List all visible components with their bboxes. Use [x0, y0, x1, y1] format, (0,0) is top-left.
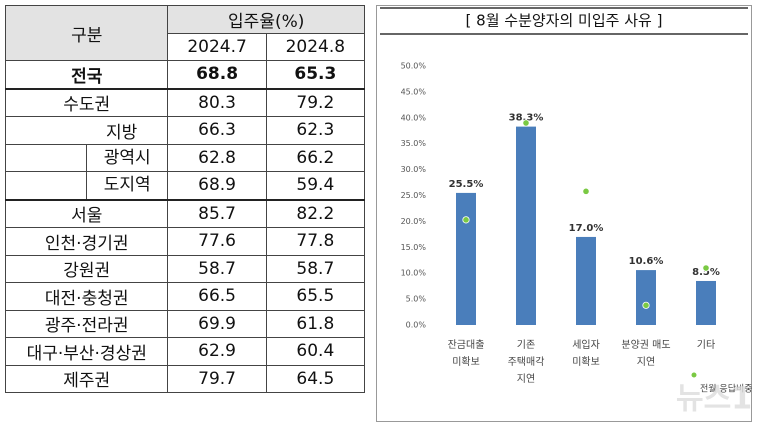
- header-title: 구분: [4, 5, 169, 61]
- y-tick-label: 35.0%: [401, 139, 427, 148]
- x-tick-label: 기존 주택매각 지연: [507, 340, 545, 385]
- cell: 62.8: [167, 143, 267, 172]
- y-tick-label: 40.0%: [401, 113, 427, 122]
- y-tick-label: 20.0%: [401, 217, 427, 226]
- header-group: 입주율(%): [167, 5, 365, 34]
- cell: 58.7: [265, 254, 366, 283]
- marker: [702, 264, 710, 272]
- cell: 64.5: [265, 364, 366, 393]
- cell: 62.3: [265, 116, 366, 145]
- cell: 66.5: [167, 282, 267, 311]
- row-label: 도지역: [86, 172, 167, 199]
- header-col: 2024.8: [265, 32, 366, 61]
- cell: 68.8: [167, 60, 267, 90]
- bar: [696, 280, 716, 325]
- bar: [516, 126, 536, 325]
- legend-label: 전월 응답비중: [700, 383, 752, 395]
- cell: 80.3: [167, 88, 267, 117]
- cell: 60.4: [265, 337, 366, 366]
- y-tick-label: 10.0%: [401, 269, 427, 278]
- cell: 85.7: [167, 198, 267, 228]
- y-tick-label: 25.0%: [401, 191, 427, 200]
- value-label: 17.0%: [569, 223, 604, 234]
- row-label: 광역시: [86, 144, 167, 171]
- y-tick-label: 45.0%: [401, 87, 427, 96]
- row-label: 강원권: [4, 254, 169, 283]
- marker: [462, 216, 470, 224]
- marker: [642, 301, 650, 309]
- header-col: 2024.7: [167, 32, 267, 61]
- y-tick-label: 0.0%: [406, 321, 427, 330]
- row-label: 인천·경기권: [4, 227, 169, 256]
- value-label: 8.5%: [692, 267, 720, 278]
- cell: 79.7: [167, 364, 267, 393]
- x-tick-label: 세입자 미확보: [572, 340, 600, 368]
- cell: 65.5: [265, 282, 366, 311]
- cell: 59.4: [265, 171, 366, 200]
- bar: [456, 192, 476, 325]
- legend-marker: [691, 372, 697, 378]
- marker: [582, 187, 590, 195]
- row-label: 제주권: [4, 364, 169, 393]
- cell: 77.8: [265, 227, 366, 256]
- cell: 68.9: [167, 171, 267, 200]
- value-label: 25.5%: [449, 179, 484, 190]
- cell: 65.3: [265, 60, 366, 90]
- bar: [636, 270, 656, 325]
- row-label: 수도권: [4, 88, 169, 117]
- row-label: 광주·전라권: [4, 309, 169, 338]
- chart-frame: [376, 5, 752, 422]
- cell: 66.2: [265, 143, 366, 172]
- row-label-cell: 광역시: [4, 143, 169, 172]
- row-label: 대구·부산·경상권: [4, 337, 169, 366]
- x-tick-label: 기타: [696, 340, 716, 351]
- y-tick-label: 5.0%: [406, 295, 427, 304]
- cell: 82.2: [265, 198, 366, 228]
- value-label: 10.6%: [629, 256, 664, 267]
- chart: [ 8월 수분양자의 미입주 사유 ] 0.0% 5.0% 10.0% 15.0% 20…: [376, 5, 752, 422]
- row-label: 전국: [4, 60, 169, 90]
- cell: 79.2: [265, 88, 366, 117]
- x-tick-label: 잔금대출 미확보: [447, 340, 485, 368]
- cell: 62.9: [167, 337, 267, 366]
- cell: 58.7: [167, 254, 267, 283]
- row-label: 서울: [4, 198, 169, 228]
- marker: [522, 119, 530, 127]
- cell: 61.8: [265, 309, 366, 338]
- y-tick-label: 15.0%: [401, 243, 427, 252]
- y-tick-label: 50.0%: [401, 62, 427, 71]
- occupancy-table: 구분 입주율(%) 2024.7 2024.8 전국 68.8 65.3 수도권 80…: [4, 5, 366, 393]
- row-label: 지방: [4, 116, 169, 145]
- x-tick-label: 분양권 매도 지연: [621, 340, 671, 368]
- cell: 69.9: [167, 309, 267, 338]
- y-tick-label: 30.0%: [401, 165, 427, 174]
- value-label: 38.3%: [509, 113, 544, 124]
- watermark: 뉴스1: [676, 382, 752, 417]
- bar: [576, 236, 596, 325]
- row-label: 대전·충청권: [4, 282, 169, 311]
- row-label-cell: 도지역: [4, 171, 169, 200]
- cell: 66.3: [167, 116, 267, 145]
- cell: 77.6: [167, 227, 267, 256]
- chart-title: [ 8월 수분양자의 미입주 사유 ]: [466, 12, 663, 30]
